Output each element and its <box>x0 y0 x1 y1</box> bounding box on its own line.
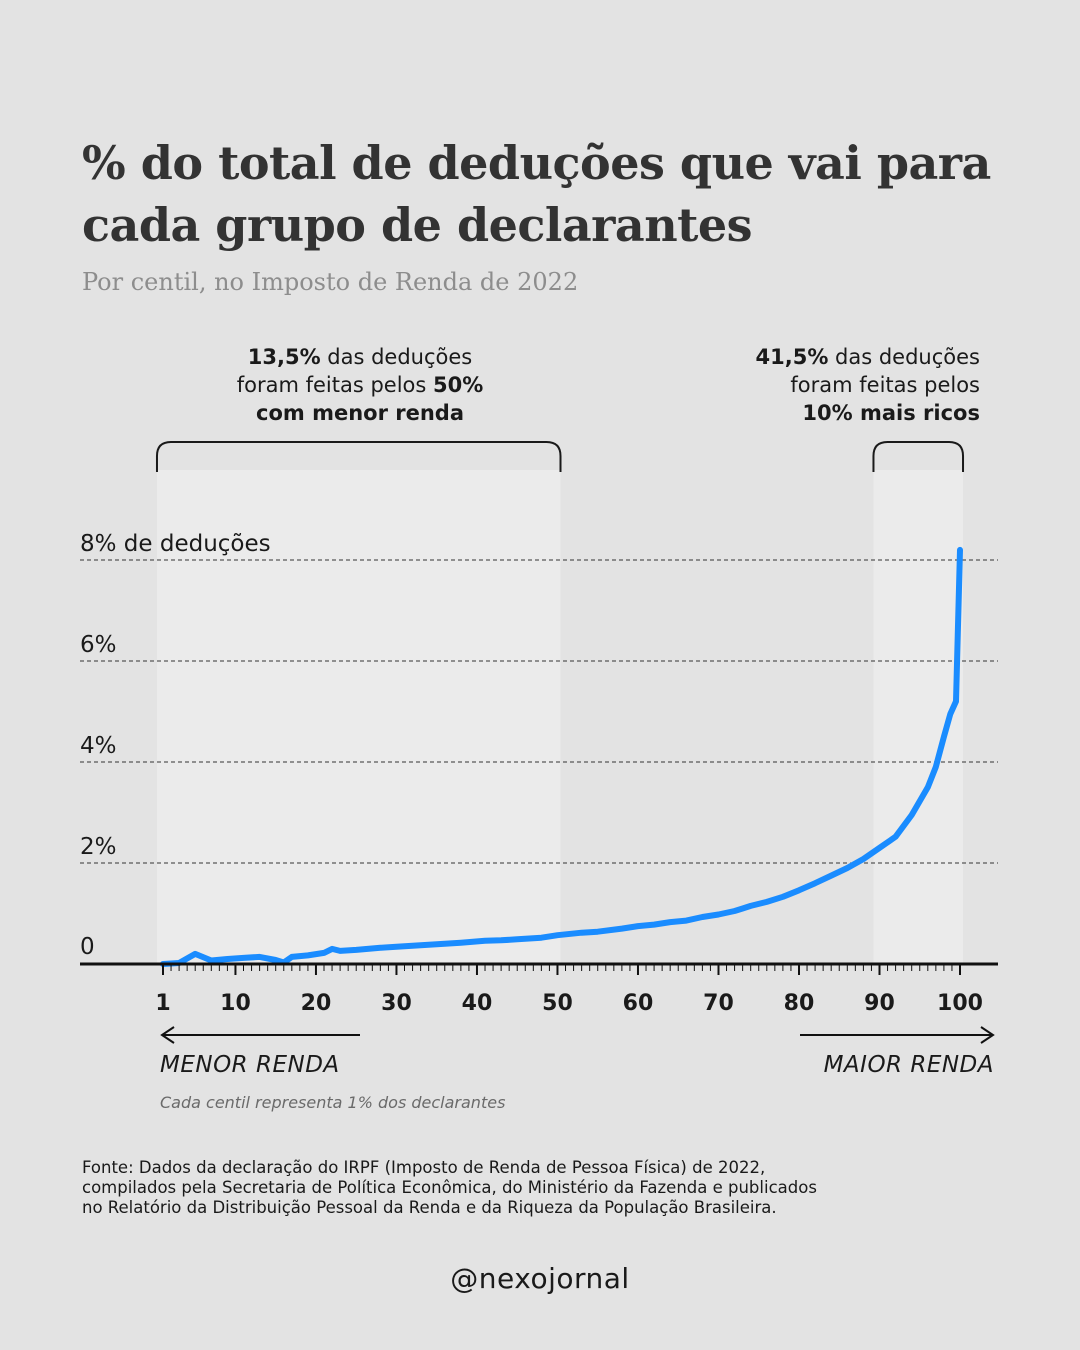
annotation-left-text2: foram feitas pelos <box>236 373 434 397</box>
x-tick-label: 1 <box>155 991 170 1016</box>
x-tick-label: 40 <box>462 991 493 1016</box>
annotation-right-text2: foram feitas pelos <box>790 373 980 397</box>
annotation-left-text1: das deduções <box>320 345 473 369</box>
left-arrow-icon <box>160 1026 175 1044</box>
source-line: compilados pela Secretaria de Política E… <box>82 1178 817 1197</box>
annotation-left-text3: com menor renda <box>256 401 464 425</box>
x-tick-label: 30 <box>381 991 412 1016</box>
annotation-left-percent: 13,5% <box>247 345 321 369</box>
line-chart: 0 2% 4% 6% 8% de deduções 1 10 20 30 40 50 60 70 80 90… <box>80 441 998 1044</box>
data-line <box>160 546 963 967</box>
right-arrow-icon <box>980 1026 995 1044</box>
annotation-right-percent: 41,5% <box>755 345 829 369</box>
source-line: Fonte: Dados da declaração do IRPF (Impo… <box>82 1158 766 1177</box>
source-line: no Relatório da Distribuição Pessoal da … <box>82 1198 777 1217</box>
x-tick-label: 70 <box>703 991 734 1016</box>
annotation-bottom-50: 13,5% das deduções foram feitas pelos 50… <box>160 343 560 427</box>
chart-title: % do total de deduções que vai para cada… <box>82 136 991 252</box>
annotation-left-group: 50% <box>433 373 484 397</box>
x-tick-label: 90 <box>864 991 895 1016</box>
y-tick-label: 8% de deduções <box>80 531 271 557</box>
x-tick-label: 80 <box>784 991 815 1016</box>
annotation-right-text1: das deduções <box>828 345 980 369</box>
x-tick-label: 10 <box>220 991 251 1016</box>
x-tick-label: 20 <box>301 991 332 1016</box>
bracket <box>872 441 965 472</box>
y-tick-label: 4% <box>80 733 117 759</box>
higher-income-label: MAIOR RENDA <box>823 1052 994 1078</box>
annotation-top-10: 41,5% das deduções foram feitas pelos 10… <box>680 343 981 427</box>
lower-income-label: MENOR RENDA <box>160 1052 340 1078</box>
highlight-band <box>156 470 561 964</box>
chart-subtitle: Por centil, no Imposto de Renda de 2022 <box>82 268 579 296</box>
brand-handle: @nexojornal <box>450 1262 630 1295</box>
y-tick-label: 0 <box>80 934 95 960</box>
annotation-right-text3: 10% mais ricos <box>802 401 980 425</box>
source-text: Fonte: Dados da declaração do IRPF (Impo… <box>82 1158 1002 1218</box>
y-tick-label: 6% <box>80 632 117 658</box>
x-tick-label: 50 <box>542 991 573 1016</box>
y-tick-label: 2% <box>80 834 117 860</box>
x-tick-label: 60 <box>623 991 654 1016</box>
x-tick-label: 100 <box>937 991 983 1016</box>
bracket <box>155 441 562 472</box>
centile-note: Cada centil representa 1% dos declarante… <box>160 1093 506 1112</box>
